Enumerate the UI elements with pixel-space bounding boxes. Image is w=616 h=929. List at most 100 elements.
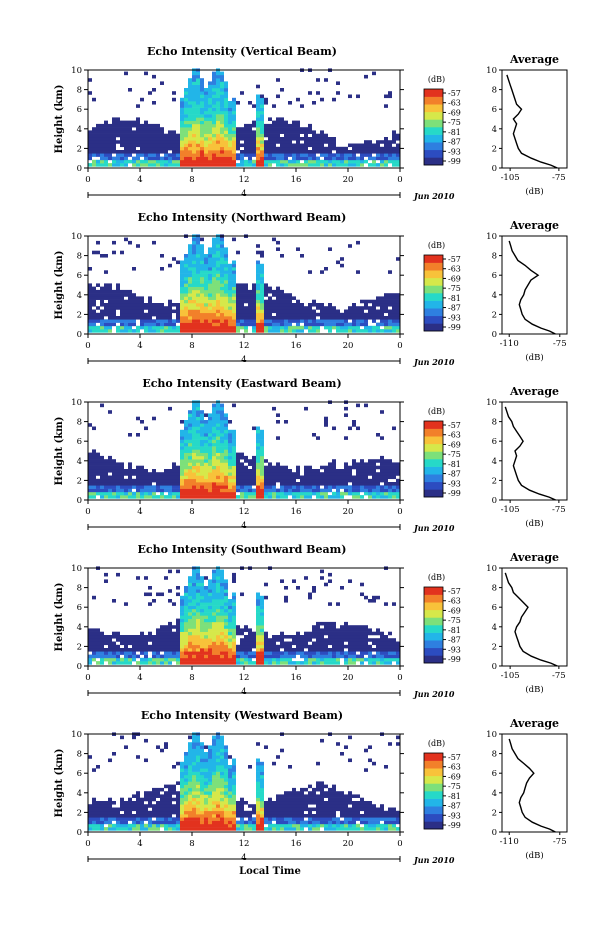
- heatmap-cell: [244, 465, 248, 470]
- heatmap-cell: [176, 635, 180, 639]
- heatmap-cell: [216, 442, 220, 447]
- colorbar-tick-label: -81: [448, 626, 461, 635]
- heatmap-cell: [276, 150, 280, 154]
- heatmap-cell: [360, 638, 364, 642]
- heatmap-cell: [384, 159, 388, 164]
- heatmap-cell: [116, 817, 120, 821]
- heatmap-cell: [276, 319, 280, 323]
- heatmap-cell: [180, 807, 184, 812]
- heatmap-cell: [248, 309, 252, 314]
- heatmap-cell: [240, 159, 244, 164]
- heatmap-cell: [396, 296, 400, 300]
- heatmap-cell: [168, 657, 172, 662]
- heatmap-cell: [92, 827, 96, 831]
- heatmap-cell: [240, 631, 244, 636]
- heatmap-cell: [92, 250, 96, 255]
- heatmap-cell: [252, 159, 256, 164]
- heatmap-cell: [360, 459, 364, 463]
- heatmap-cell: [212, 163, 216, 167]
- heatmap-cell: [220, 91, 224, 95]
- heatmap-cell: [156, 827, 160, 831]
- heatmap-cell: [180, 153, 184, 157]
- heatmap-cell: [280, 469, 284, 473]
- heatmap-cell: [232, 293, 236, 297]
- average-x-tick-label: -75: [553, 339, 567, 349]
- heatmap-cell: [212, 322, 216, 327]
- heatmap-cell: [112, 306, 116, 310]
- heatmap-cell: [120, 127, 124, 131]
- heatmap-cell: [136, 123, 140, 128]
- heatmap-cell: [220, 117, 224, 121]
- heatmap-cell: [340, 648, 344, 652]
- heatmap-cell: [260, 312, 264, 317]
- heatmap-cell: [140, 309, 144, 314]
- heatmap-cell: [360, 462, 364, 466]
- heatmap-cell: [220, 569, 224, 574]
- average-y-tick-label: 0: [492, 496, 497, 506]
- heatmap-cell: [216, 146, 220, 151]
- heatmap-cell: [100, 137, 104, 141]
- heatmap-cell: [136, 133, 140, 138]
- heatmap-cell: [208, 146, 212, 151]
- heatmap-cell: [184, 638, 188, 642]
- heatmap-cell: [240, 293, 244, 297]
- heatmap-cell: [224, 322, 228, 327]
- heatmap-cell: [108, 329, 112, 333]
- heatmap-cell: [396, 257, 400, 261]
- heatmap-cell: [216, 127, 220, 131]
- heatmap-cell: [216, 618, 220, 623]
- heatmap-cell: [368, 316, 372, 320]
- heatmap-cell: [348, 475, 352, 480]
- heatmap-cell: [252, 303, 256, 307]
- heatmap-cell: [200, 120, 204, 125]
- heatmap-cell: [388, 303, 392, 307]
- heatmap-cell: [336, 482, 340, 486]
- heatmap-cell: [100, 485, 104, 489]
- heatmap-cell: [348, 641, 352, 646]
- heatmap-cell: [196, 592, 200, 597]
- heatmap-cell: [108, 322, 112, 327]
- heatmap-cell: [172, 648, 176, 652]
- heatmap-cell: [244, 299, 248, 304]
- heatmap-cell: [188, 495, 192, 499]
- heatmap-cell: [204, 137, 208, 141]
- heatmap-cell: [220, 589, 224, 593]
- heatmap-cell: [284, 472, 288, 476]
- heatmap-cell: [340, 316, 344, 320]
- heatmap-cell: [208, 120, 212, 125]
- heatmap-cell: [336, 319, 340, 323]
- heatmap-cell: [88, 78, 92, 82]
- heatmap-cell: [336, 163, 340, 167]
- heatmap-cell: [108, 823, 112, 828]
- heatmap-cell: [188, 273, 192, 278]
- heatmap-cell: [372, 595, 376, 600]
- heatmap-cell: [112, 140, 116, 144]
- heatmap-cell: [208, 631, 212, 636]
- heatmap-cell: [132, 648, 136, 652]
- heatmap-cell: [92, 651, 96, 655]
- heatmap-cell: [364, 648, 368, 652]
- heatmap-cell: [212, 491, 216, 496]
- heatmap-cell: [340, 644, 344, 649]
- heatmap-cell: [128, 482, 132, 486]
- heatmap-cell: [216, 159, 220, 164]
- heatmap-cell: [276, 661, 280, 665]
- heatmap-cell: [256, 250, 260, 255]
- heatmap-cell: [120, 309, 124, 314]
- average-y-tick-label: 10: [486, 232, 497, 242]
- heatmap-cell: [352, 303, 356, 307]
- heatmap-cell: [232, 107, 236, 112]
- heatmap-cell: [220, 74, 224, 79]
- heatmap-cell: [184, 644, 188, 649]
- heatmap-cell: [120, 130, 124, 134]
- heatmap-cell: [152, 791, 156, 795]
- heatmap-cell: [300, 104, 304, 108]
- heatmap-cell: [220, 436, 224, 440]
- heatmap-cell: [292, 638, 296, 642]
- heatmap-cell: [140, 478, 144, 483]
- heatmap-cell: [100, 657, 104, 662]
- heatmap-cell: [368, 329, 372, 333]
- heatmap-cell: [208, 156, 212, 161]
- heatmap-cell: [116, 807, 120, 812]
